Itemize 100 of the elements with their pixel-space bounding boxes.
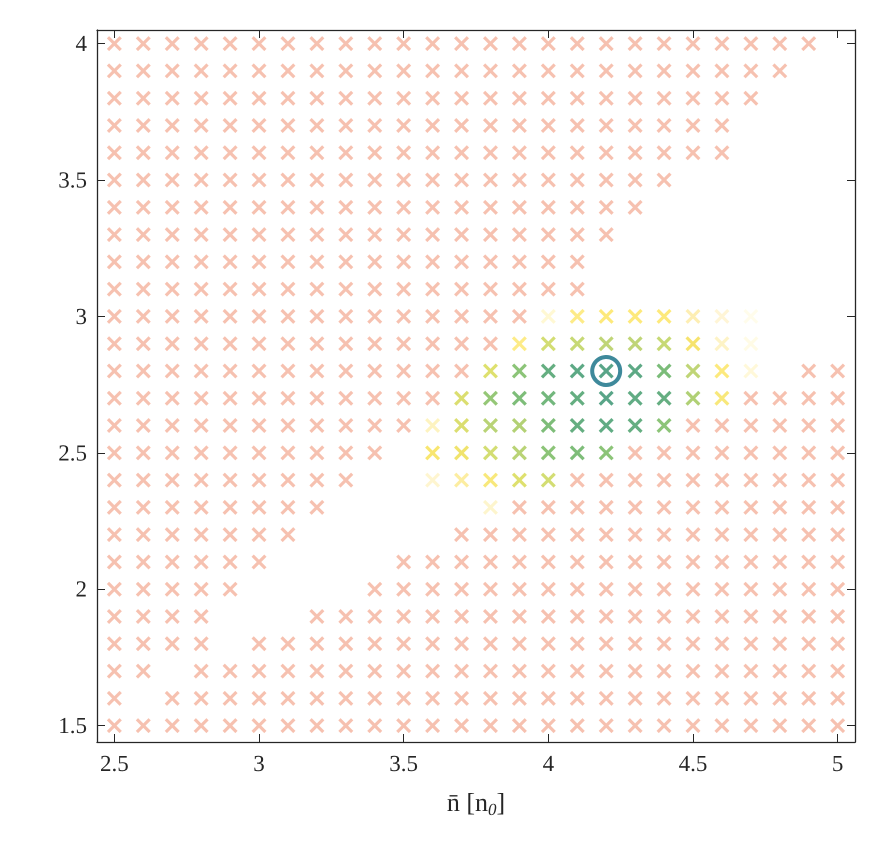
point [106,418,122,434]
point [222,527,238,542]
point [570,472,585,488]
point [425,282,440,297]
point [685,90,700,106]
point [367,582,382,597]
point [743,363,758,378]
point [570,90,585,106]
point [106,336,122,352]
point [164,172,180,188]
point [512,63,527,78]
point [598,227,614,242]
point [482,609,498,624]
point [570,664,585,679]
point [685,63,700,78]
point [540,582,556,597]
point [252,445,267,460]
point [570,582,585,597]
point [598,200,614,215]
point [512,690,527,706]
point [628,145,643,160]
point [598,609,614,624]
point [425,172,440,188]
y-tick-label: 2.5 [58,440,87,466]
point [367,690,382,706]
point [482,308,498,324]
point [164,636,180,652]
point [338,445,354,460]
point [338,145,354,160]
point [280,527,296,542]
point [280,200,296,215]
point [685,336,700,352]
point [598,527,614,542]
point [772,390,788,406]
point [338,200,354,215]
point [252,36,267,52]
point [482,200,498,215]
point [685,390,700,406]
x-tick-label: 5 [832,751,844,776]
point [570,282,585,297]
point [656,363,672,378]
point [252,282,267,297]
point [628,118,643,133]
point [396,690,412,706]
point [801,690,816,706]
point [222,227,238,242]
point [598,582,614,597]
point [425,718,440,734]
point [194,554,209,570]
point [743,500,758,515]
point [772,36,788,52]
point [106,609,122,624]
point [801,390,816,406]
point [540,63,556,78]
point [482,118,498,133]
point [106,472,122,488]
point [194,418,209,434]
point [482,363,498,378]
point [540,363,556,378]
point [252,63,267,78]
point [367,118,382,133]
point [772,690,788,706]
point [743,609,758,624]
point [540,718,556,734]
point [425,254,440,270]
point [222,582,238,597]
point [367,418,382,434]
point [309,63,324,78]
point [280,664,296,679]
point [396,254,412,270]
point [598,36,614,52]
point [425,418,440,434]
point [425,363,440,378]
point [743,527,758,542]
point [801,527,816,542]
point [628,527,643,542]
point [222,254,238,270]
y-tick-label: 2 [76,576,87,602]
point [252,254,267,270]
point [367,200,382,215]
point [570,118,585,133]
point [454,445,470,460]
point [425,609,440,624]
point [801,363,816,378]
point [396,308,412,324]
point [714,500,730,515]
point [222,118,238,133]
point [801,445,816,460]
point [743,445,758,460]
point [252,500,267,515]
point [425,336,440,352]
point [454,636,470,652]
point [628,90,643,106]
point [136,336,151,352]
point [164,718,180,734]
point [830,527,846,542]
point [512,390,527,406]
point [830,636,846,652]
point [194,472,209,488]
point [830,472,846,488]
